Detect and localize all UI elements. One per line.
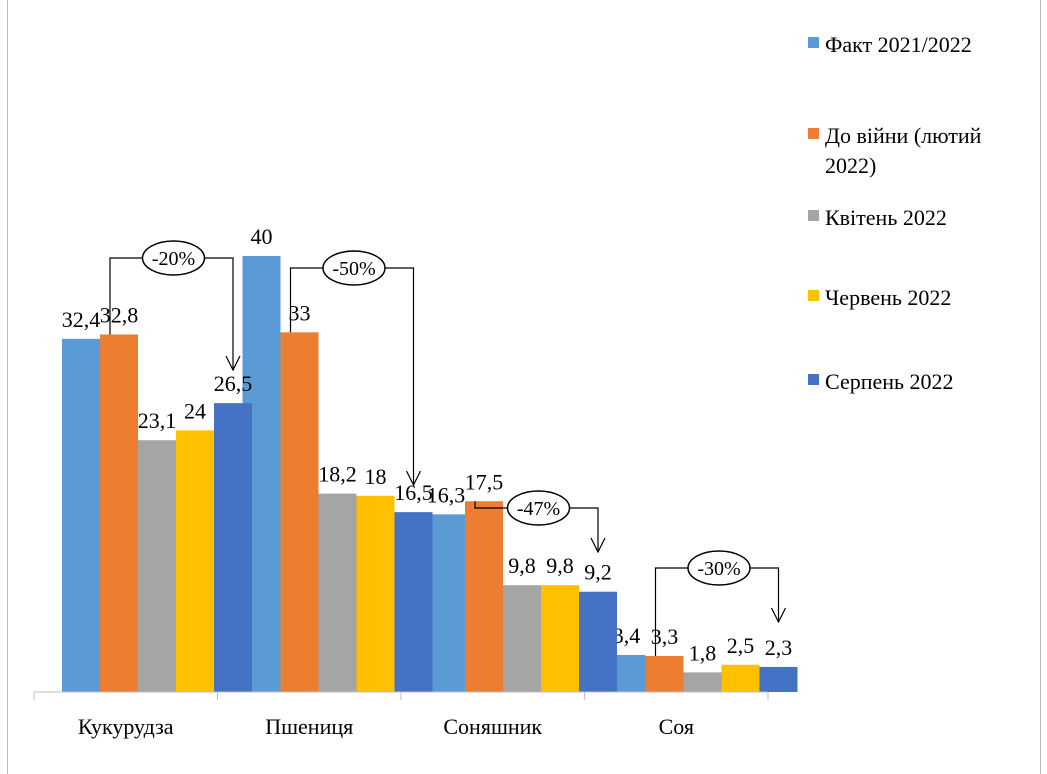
data-label: 40 <box>251 224 273 249</box>
data-label: 18,2 <box>318 462 357 487</box>
data-label: 24 <box>184 398 206 423</box>
annotation-label: -50% <box>332 258 375 280</box>
bar <box>427 514 465 692</box>
legend-swatch <box>808 210 819 221</box>
annotation-ellipse <box>687 550 751 586</box>
data-label: 33 <box>289 300 311 325</box>
bar <box>683 672 722 692</box>
category-label: Соняшник <box>443 714 542 739</box>
bar <box>721 664 760 692</box>
bar <box>759 666 798 692</box>
bar <box>465 501 503 692</box>
bar <box>503 585 541 692</box>
legend-label: Серпень 2022 <box>825 369 954 394</box>
annotation-label: -20% <box>152 248 195 270</box>
legend-label: 2022) <box>825 153 876 178</box>
legend-label: Факт 2021/2022 <box>825 32 972 57</box>
legend-swatch <box>808 290 819 301</box>
bar <box>62 338 100 692</box>
legend-swatch <box>808 374 819 385</box>
chart-frame <box>7 0 1041 774</box>
data-label: 32,4 <box>62 307 101 332</box>
legend-label: Червень 2022 <box>825 285 951 310</box>
bar <box>318 493 357 692</box>
bar <box>214 403 252 692</box>
category-label: Кукурудза <box>78 714 174 739</box>
data-label: 1,8 <box>689 640 717 665</box>
data-label: 2,3 <box>765 635 793 660</box>
legend-label: До війни (лютий <box>825 123 982 148</box>
bar <box>138 440 176 692</box>
annotation-ellipse <box>506 490 571 526</box>
data-label: 2,5 <box>727 633 755 658</box>
bar <box>356 495 395 692</box>
legend-swatch <box>808 37 819 48</box>
data-label: 23,1 <box>138 408 177 433</box>
annotation-ellipse <box>141 240 206 276</box>
annotation-ellipse <box>322 250 386 286</box>
data-label: 17,5 <box>465 469 504 494</box>
legend: Факт 2021/2022 До війни (лютий 2022) Квітен… <box>808 32 982 394</box>
bar <box>280 332 319 692</box>
bar <box>100 334 138 692</box>
bar <box>645 656 684 692</box>
data-label: 16,3 <box>427 482 466 507</box>
bar <box>176 430 214 692</box>
data-label: 3,3 <box>651 624 679 649</box>
data-label: 9,8 <box>508 553 536 578</box>
bar <box>541 585 579 692</box>
annotation-label: -30% <box>697 558 740 580</box>
category-label: Соя <box>659 714 694 739</box>
data-label: 26,5 <box>214 371 253 396</box>
data-label: 32,8 <box>100 302 139 327</box>
data-label: 9,2 <box>584 560 612 585</box>
bar <box>394 512 433 692</box>
legend-swatch <box>808 128 819 139</box>
bar <box>579 591 617 692</box>
annotation-label: -47% <box>517 498 560 520</box>
data-label: 18 <box>365 464 387 489</box>
category-label: Пшениця <box>265 714 353 739</box>
data-label: 9,8 <box>546 553 574 578</box>
data-label: 3,4 <box>613 623 641 648</box>
legend-label: Квітень 2022 <box>825 205 947 230</box>
plot-area: 32,4 40 16,3 3,4 32,8 33 17,5 3,3 23,1 18,2 9,8 1,8… <box>33 224 798 739</box>
